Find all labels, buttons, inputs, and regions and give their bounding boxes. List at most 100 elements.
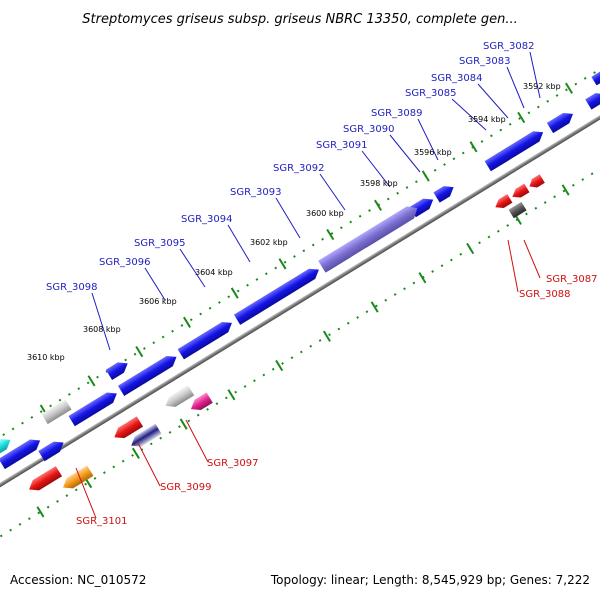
major-tick [326,228,335,241]
gene-label-sgr-3084[interactable]: SGR_3084 [431,73,483,84]
gene-arrow[interactable] [591,66,600,86]
major-tick [469,141,478,153]
major-tick [230,287,239,299]
leader-line [275,197,301,239]
tick-label: 3604 kbp [195,268,233,277]
leader-line [451,98,487,131]
gene-arrow[interactable] [484,127,547,172]
gene-arrow[interactable] [105,358,131,380]
major-tick [517,111,526,124]
gene-label-sgr-3082[interactable]: SGR_3082 [483,41,535,52]
major-tick [275,359,284,372]
gene-arrow[interactable] [546,109,576,134]
tick-label: 3592 kbp [523,82,561,91]
gene-features [0,66,600,495]
gene-arrow[interactable] [162,385,195,411]
gene-arrow[interactable] [493,194,513,211]
tick-label: 3596 kbp [414,148,452,157]
tick-label: 3600 kbp [306,209,344,218]
gene-label-sgr-3099[interactable]: SGR_3099 [160,482,212,493]
major-ticks [0,82,573,518]
gene-arrow[interactable] [117,352,180,396]
gene-label-sgr-3098[interactable]: SGR_3098 [46,282,98,293]
gene-label-sgr-3083[interactable]: SGR_3083 [459,56,511,67]
leader-line [319,173,346,211]
gene-arrow[interactable] [177,318,235,360]
gene-arrow[interactable] [128,423,162,451]
accession-text: Accession: NC_010572 [10,573,147,587]
major-tick [565,82,573,94]
leader-line [477,83,509,119]
gene-label-sgr-3096[interactable]: SGR_3096 [99,257,151,268]
major-tick [561,184,570,196]
gene-arrow[interactable] [68,388,120,427]
gene-arrow-selected[interactable] [318,202,421,273]
gene-label-sgr-3097[interactable]: SGR_3097 [207,458,259,469]
major-tick [131,447,140,459]
major-tick [179,418,188,430]
tick-label: 3594 kbp [468,115,506,124]
leader-line [529,51,541,99]
gene-label-sgr-3087[interactable]: SGR_3087 [546,274,598,285]
gene-arrow[interactable] [433,182,456,203]
gene-label-sgr-3095[interactable]: SGR_3095 [134,238,186,249]
tick-label: 3602 kbp [250,238,288,247]
tick-rail-upper [0,3,600,528]
tick-label: 3606 kbp [139,297,177,306]
gene-arrow[interactable] [510,183,530,201]
gene-arrow[interactable] [527,174,545,190]
leader-line [417,118,439,161]
major-tick [374,199,382,211]
tick-rail-lower [0,76,600,600]
gene-label-sgr-3085[interactable]: SGR_3085 [405,88,457,99]
major-tick [278,258,287,270]
major-tick [418,272,427,284]
genome-summary-text: Topology: linear; Length: 8,545,929 bp; … [270,573,590,587]
leader-line [144,267,166,301]
tick-label: 3598 kbp [360,179,398,188]
leader-line [506,66,525,109]
label-leader-lines [75,51,541,519]
gene-label-sgr-3094[interactable]: SGR_3094 [181,214,233,225]
leader-line [389,134,421,173]
gene-label-sgr-3093[interactable]: SGR_3093 [230,187,282,198]
major-tick [322,330,331,342]
gene-label-sgr-3089[interactable]: SGR_3089 [371,108,423,119]
gene-label-sgr-3092[interactable]: SGR_3092 [273,163,325,174]
gene-arrow[interactable] [60,465,94,493]
major-tick [183,316,192,328]
leader-line [91,292,111,351]
leader-line [137,442,161,487]
gene-arrow[interactable] [585,89,600,110]
gene-arrow[interactable] [0,435,43,470]
major-tick [87,375,96,387]
leader-line [75,467,97,519]
gene-label-sgr-3101[interactable]: SGR_3101 [76,516,128,527]
major-tick [421,170,430,182]
gene-label-sgr-3091[interactable]: SGR_3091 [316,140,368,151]
gene-arrow[interactable] [26,466,63,495]
leader-line [227,224,251,263]
gene-label-sgr-3090[interactable]: SGR_3090 [343,124,395,135]
tick-label: 3608 kbp [83,325,121,334]
gene-arrow[interactable] [188,392,213,414]
leader-line [361,150,391,188]
leader-line [179,248,206,288]
major-tick [36,506,45,518]
leader-line [185,419,209,463]
gene-arrow[interactable] [38,437,66,462]
gene-arrow[interactable] [111,416,144,442]
leader-line [507,239,519,293]
gene-box[interactable] [41,399,72,425]
chart-title: Streptomyces griseus subsp. griseus NBRC… [82,12,517,27]
major-tick [227,389,236,401]
gene-arrow[interactable] [233,265,322,325]
leader-line [523,239,541,279]
sequence-axis [0,37,600,564]
gene-box[interactable] [508,201,527,219]
gene-label-sgr-3088[interactable]: SGR_3088 [519,289,571,300]
tick-label: 3610 kbp [27,353,65,362]
